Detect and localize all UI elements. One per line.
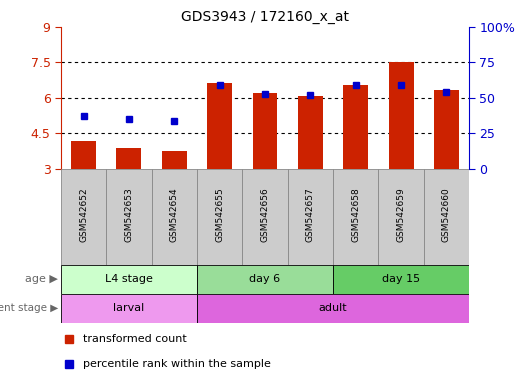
Text: adult: adult	[319, 303, 347, 313]
Bar	[288, 169, 333, 265]
Text: GSM542658: GSM542658	[351, 188, 360, 242]
Bar	[333, 265, 469, 294]
Text: development stage ▶: development stage ▶	[0, 303, 58, 313]
Bar	[388, 62, 413, 169]
Text: GSM542655: GSM542655	[215, 188, 224, 242]
Bar	[61, 169, 107, 265]
Text: GSM542653: GSM542653	[125, 188, 134, 242]
Bar	[207, 83, 232, 169]
Bar	[423, 169, 469, 265]
Bar	[117, 148, 142, 169]
Bar	[242, 169, 288, 265]
Title: GDS3943 / 172160_x_at: GDS3943 / 172160_x_at	[181, 10, 349, 25]
Text: percentile rank within the sample: percentile rank within the sample	[83, 359, 271, 369]
Text: transformed count: transformed count	[83, 334, 187, 344]
Bar	[298, 96, 323, 169]
Text: larval: larval	[113, 303, 145, 313]
Bar	[252, 93, 278, 169]
Bar	[343, 85, 368, 169]
Bar	[378, 169, 423, 265]
Bar	[61, 265, 197, 294]
Bar	[197, 169, 242, 265]
Text: GSM542656: GSM542656	[261, 188, 269, 242]
Text: GSM542654: GSM542654	[170, 188, 179, 242]
Text: GSM542659: GSM542659	[396, 188, 405, 242]
Bar	[197, 265, 333, 294]
Text: day 6: day 6	[250, 274, 280, 285]
Bar	[434, 89, 459, 169]
Bar	[71, 141, 96, 169]
Text: GSM542652: GSM542652	[79, 188, 88, 242]
Bar	[162, 151, 187, 169]
Bar	[61, 294, 197, 323]
Bar	[197, 294, 469, 323]
Text: L4 stage: L4 stage	[105, 274, 153, 285]
Text: GSM542657: GSM542657	[306, 188, 315, 242]
Text: day 15: day 15	[382, 274, 420, 285]
Bar	[152, 169, 197, 265]
Bar	[333, 169, 378, 265]
Bar	[107, 169, 152, 265]
Text: GSM542660: GSM542660	[442, 188, 451, 242]
Text: age ▶: age ▶	[25, 274, 58, 285]
